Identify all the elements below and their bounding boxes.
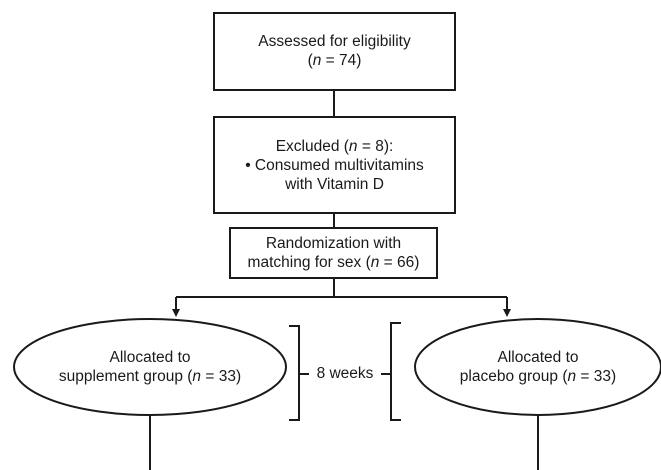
supplement-pre: supplement group ( — [58, 368, 193, 385]
assessed-count-pre: ( — [307, 52, 313, 69]
randomization-post: = 66) — [379, 254, 420, 271]
excluded-label: Excluded (n = 8): • Consumed multivitami… — [214, 137, 455, 194]
randomization-pre: matching for sex ( — [247, 254, 371, 271]
placebo-pre: placebo group ( — [459, 368, 568, 385]
excluded-line3: with Vitamin D — [285, 176, 384, 193]
assessed-count: (n = 74) — [214, 51, 455, 70]
assessed-n: n — [312, 52, 322, 69]
randomization-line1: Randomization with — [265, 235, 402, 252]
supplement-line1: Allocated to — [109, 349, 191, 366]
placebo-label: Allocated to placebo group (n = 33) — [415, 348, 661, 386]
assessed-box — [213, 12, 456, 91]
left-bracket — [289, 325, 300, 421]
randomization-line2: matching for sex (n = 66) — [230, 253, 437, 272]
randomization-label: Randomization with matching for sex (n =… — [230, 234, 437, 272]
randomization-n: n — [370, 254, 380, 271]
excluded-line1: Excluded (n = 8): — [214, 137, 455, 156]
placebo-n: n — [567, 368, 577, 385]
placebo-post: = 33) — [576, 368, 617, 385]
excluded-post: = 8): — [357, 138, 394, 155]
right-bracket — [390, 322, 401, 421]
supplement-line2: supplement group (n = 33) — [14, 367, 286, 386]
excluded-bullet: • Consumed multivitamins — [245, 157, 424, 174]
excluded-n: n — [348, 138, 358, 155]
assessed-line1: Assessed for eligibility — [258, 33, 411, 50]
duration-label: 8 weeks — [309, 364, 381, 383]
assessed-count-post: = 74) — [321, 52, 362, 69]
excluded-box — [213, 116, 456, 214]
placebo-line2: placebo group (n = 33) — [415, 367, 661, 386]
supplement-n: n — [192, 368, 202, 385]
placebo-line1: Allocated to — [497, 349, 579, 366]
supplement-post: = 33) — [201, 368, 242, 385]
right-arrowhead — [503, 309, 511, 317]
excluded-pre: Excluded ( — [275, 138, 349, 155]
assessed-label: Assessed for eligibility (n = 74) — [214, 32, 455, 70]
left-arrowhead — [172, 309, 180, 317]
supplement-label: Allocated to supplement group (n = 33) — [14, 348, 286, 386]
